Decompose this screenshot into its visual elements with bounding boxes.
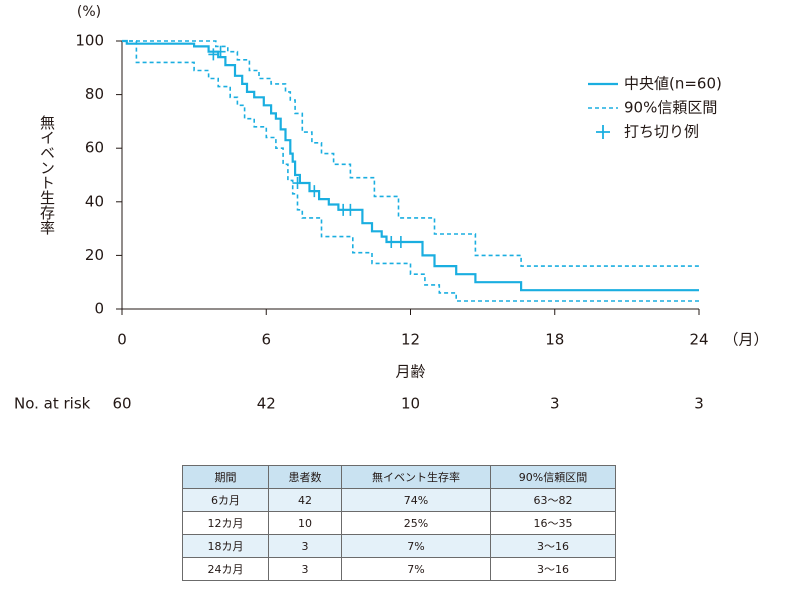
ci-line: [122, 40, 699, 267]
risk-count: 60: [112, 395, 131, 413]
cell-efs-rate: 74%: [341, 488, 491, 512]
cell-period: 6カ月: [182, 488, 269, 512]
x-unit-label: （月）: [723, 331, 768, 349]
cell-period: 24カ月: [182, 557, 269, 581]
x-axis-title: 月齢: [395, 363, 425, 381]
cell-efs-rate: 7%: [341, 557, 491, 581]
median-line: [122, 39, 699, 292]
table-row: 24カ月 3 7% 3〜16: [182, 557, 616, 581]
cell-ci: 63〜82: [490, 488, 616, 512]
y-tick-label: 80: [85, 85, 104, 103]
x-tick-label: 12: [401, 331, 420, 349]
cell-patients: 10: [268, 511, 342, 535]
censor-mark: [309, 185, 320, 198]
y-tick-label: 0: [94, 300, 104, 318]
table-row: 12カ月 10 25% 16〜35: [182, 511, 616, 535]
censor-mark: [208, 48, 219, 61]
censor-mark: [345, 203, 356, 216]
cell-ci: 3〜16: [490, 534, 616, 558]
x-tick-label: 0: [117, 331, 127, 349]
summary-table: 期間 患者数 無イベント生存率 90%信頼区間 6カ月 42 74% 63〜82…: [182, 465, 616, 581]
header-ci: 90%信頼区間: [490, 465, 616, 489]
risk-count: 10: [401, 395, 420, 413]
x-tick-label: 18: [545, 331, 564, 349]
censor-mark: [215, 45, 226, 58]
censor-mark: [386, 236, 397, 248]
x-tick-label: 24: [689, 331, 708, 349]
y-tick-label: 100: [75, 32, 104, 50]
y-axis-title: 無イベント生存率: [38, 115, 56, 235]
cell-patients: 42: [268, 488, 342, 512]
cell-period: 18カ月: [182, 534, 269, 558]
y-tick-label: 40: [85, 192, 104, 210]
cell-patients: 3: [268, 534, 342, 558]
y-tick-label: 60: [85, 139, 104, 157]
table-header-row: 期間 患者数 無イベント生存率 90%信頼区間: [182, 465, 616, 489]
survival-chart: 0 20 40 60 80 100 0 6 12 18 24 (%) （月） 月齢 無イベント生存率 中央値(…: [14, 4, 769, 413]
cell-period: 12カ月: [182, 511, 269, 535]
risk-table-label: No. at risk: [14, 395, 91, 413]
legend-censor-swatch: [596, 125, 610, 139]
header-patients: 患者数: [268, 465, 342, 489]
table-row: 6カ月 42 74% 63〜82: [182, 488, 616, 512]
cell-patients: 3: [268, 557, 342, 581]
legend-label: 中央値(n=60): [624, 75, 722, 93]
cell-efs-rate: 25%: [341, 511, 491, 535]
legend-label: 90%信頼区間: [624, 99, 717, 117]
censor-mark: [292, 177, 303, 190]
risk-count: 3: [694, 395, 704, 413]
y-unit-label: (%): [77, 4, 101, 20]
header-efs-rate: 無イベント生存率: [341, 465, 491, 489]
y-tick-label: 20: [85, 246, 104, 264]
cell-ci: 3〜16: [490, 557, 616, 581]
legend-label: 打ち切り例: [624, 123, 699, 141]
risk-count: 42: [257, 395, 276, 413]
header-period: 期間: [182, 465, 269, 489]
cell-efs-rate: 7%: [341, 534, 491, 558]
table-row: 18カ月 3 7% 3〜16: [182, 534, 616, 558]
ci-line: [122, 40, 699, 302]
risk-count: 3: [550, 395, 560, 413]
censor-mark: [395, 236, 406, 248]
x-tick-label: 6: [261, 331, 271, 349]
cell-ci: 16〜35: [490, 511, 616, 535]
